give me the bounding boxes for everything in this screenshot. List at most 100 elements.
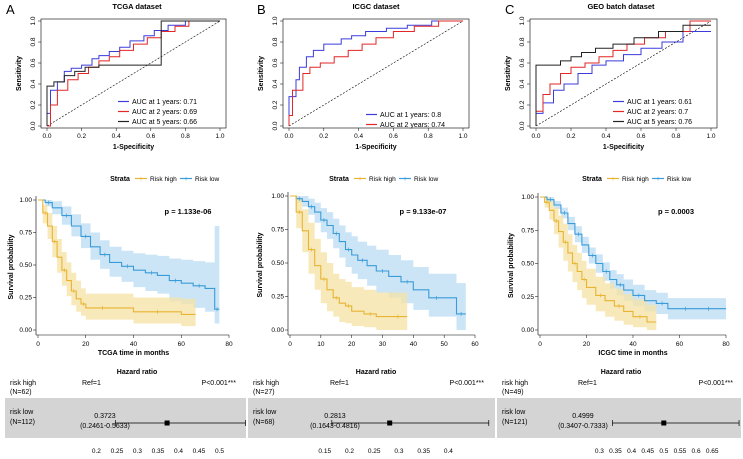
roc-x-tick-label: 1.0 — [458, 133, 467, 140]
forest-hr-point — [387, 420, 393, 426]
forest-ci-text: (0.2461-0.5633) — [80, 423, 130, 430]
km-y-label: Survival probability — [508, 233, 515, 298]
km-y-tick-label: 0.50 — [271, 260, 284, 267]
roc-x-tick-label: 0.2 — [319, 133, 328, 140]
km-x-tick-label: 0 — [538, 341, 542, 348]
roc-y-tick-label: 0.2 — [30, 100, 37, 109]
roc-title: ICGC dataset — [352, 2, 400, 11]
forest-hr-point — [661, 420, 667, 426]
roc-series-line — [288, 20, 463, 126]
roc-legend-label: AUC at 5 years: 0.66 — [132, 119, 197, 126]
roc-frame — [40, 18, 227, 129]
km-x-tick-label: 80 — [722, 341, 730, 348]
km-y-tick-label: 0.75 — [271, 227, 284, 234]
km-legend-high-mark: + — [611, 176, 615, 183]
forest-high-label: risk high — [10, 380, 36, 387]
roc-series-line — [46, 20, 220, 126]
km-y-tick-label: 0.25 — [271, 294, 284, 301]
roc-legend-label: AUC at 2 years: 0.69 — [132, 109, 197, 116]
forest-hr-value: 0.2813 — [324, 413, 346, 420]
km-x-tick-label: 20 — [583, 341, 591, 348]
forest-x-tick-label: 0.45 — [641, 448, 654, 455]
km-x-tick-label: 40 — [130, 341, 138, 348]
km-low-ci-band — [38, 200, 220, 324]
forest-high-n: (N=49) — [502, 389, 524, 396]
forest-x-tick-label: 0.5 — [215, 448, 224, 455]
forest-x-tick-label: 0.6 — [692, 448, 701, 455]
km-x-tick-label: 10 — [317, 341, 325, 348]
forest-title: Hazard ratio — [356, 369, 396, 376]
km-legend-high-mark: + — [139, 176, 143, 183]
km-low-ci-band — [290, 196, 466, 330]
roc-y-tick-label: 1.0 — [272, 16, 279, 25]
roc-legend-label: AUC at 1 years: 0.61 — [627, 99, 692, 106]
forest-shaded-row — [5, 398, 246, 438]
km-y-tick-label: 0.75 — [19, 230, 32, 237]
forest-x-tick-label: 0.4 — [627, 448, 636, 455]
km-x-tick-label: 80 — [225, 341, 233, 348]
forest-ci-text: (0.3407-0.7333) — [558, 423, 608, 430]
km-high-curve — [290, 195, 408, 318]
roc-y-tick-label: 0.2 — [272, 100, 279, 109]
km-x-tick-label: 60 — [676, 341, 684, 348]
roc-x-tick-label: 1.0 — [706, 133, 715, 140]
km-legend-low-mark: + — [656, 176, 660, 183]
roc-legend-label: AUC at 2 years: 0.74 — [380, 122, 445, 129]
km-high-ci-band — [38, 200, 196, 327]
forest-x-tick-label: 0.25 — [111, 448, 124, 455]
km-high-ci-band — [290, 196, 408, 330]
roc-y-label: Sensitivity — [258, 56, 265, 91]
km-legend-high-mark: + — [358, 176, 362, 183]
km-x-tick-label: 20 — [348, 341, 356, 348]
forest-ref: Ref=1 — [578, 380, 597, 387]
km-x-tick-label: 20 — [82, 341, 90, 348]
forest-x-tick-label: 0.35 — [417, 448, 430, 455]
forest-high-n: (N=62) — [10, 389, 32, 396]
forest-title: Hazard ratio — [117, 369, 157, 376]
roc-x-label: 1-Specificity — [355, 144, 396, 151]
km-strata-title: Strata — [329, 176, 349, 183]
roc-x-tick-label: 0.8 — [424, 133, 433, 140]
panel-letter: C — [505, 2, 514, 17]
roc-x-tick-label: 0.4 — [112, 133, 121, 140]
km-x-tick-label: 0 — [288, 341, 292, 348]
km-y-tick-label: 0.00 — [271, 327, 284, 334]
roc-legend-label: AUC at 2 years: 0.7 — [627, 109, 688, 116]
roc-x-tick-label: 0.0 — [284, 133, 293, 140]
roc-y-tick-label: 0.8 — [30, 37, 37, 46]
roc-x-tick-label: 0.6 — [636, 133, 645, 140]
km-y-tick-label: 1.00 — [521, 194, 534, 201]
forest-x-tick-label: 0.3 — [595, 448, 604, 455]
roc-y-tick-label: 0.2 — [519, 100, 526, 109]
km-strata-title: Strata — [110, 176, 130, 183]
roc-x-tick-label: 0.6 — [389, 133, 398, 140]
forest-hr-value: 0.3723 — [94, 413, 116, 420]
forest-x-tick-label: 0.35 — [609, 448, 622, 455]
roc-legend-label: AUC at 1 years: 0.8 — [380, 112, 441, 119]
roc-y-tick-label: 0.8 — [519, 37, 526, 46]
panel-letter: A — [6, 2, 15, 17]
km-high-curve — [38, 199, 196, 315]
roc-title: GEO batch dataset — [587, 2, 655, 11]
forest-x-tick-label: 0.2 — [92, 448, 101, 455]
forest-x-tick-label: 0.2 — [345, 448, 354, 455]
forest-x-tick-label: 0.3 — [394, 448, 403, 455]
forest-x-tick-label: 0.35 — [152, 448, 165, 455]
km-p-value: p = 1.133e-06 — [165, 207, 212, 216]
roc-y-tick-label: 0.6 — [519, 58, 526, 67]
forest-pvalue: P<0.001*** — [699, 380, 734, 387]
km-y-tick-label: 0.50 — [521, 261, 534, 268]
km-low-curve — [290, 195, 466, 315]
forest-shaded-row — [248, 398, 495, 438]
forest-low-label: risk low — [10, 409, 34, 416]
forest-ref: Ref=1 — [330, 380, 349, 387]
km-y-tick-label: 0.50 — [19, 262, 32, 269]
forest-x-tick-label: 0.65 — [706, 448, 719, 455]
km-legend-high-label: Risk high — [369, 176, 396, 183]
forest-pvalue: P<0.001*** — [202, 380, 237, 387]
forest-x-tick-label: 0.25 — [368, 448, 381, 455]
roc-y-tick-label: 0.6 — [30, 58, 37, 67]
roc-x-tick-label: 0.2 — [77, 133, 86, 140]
roc-frame — [282, 18, 470, 129]
